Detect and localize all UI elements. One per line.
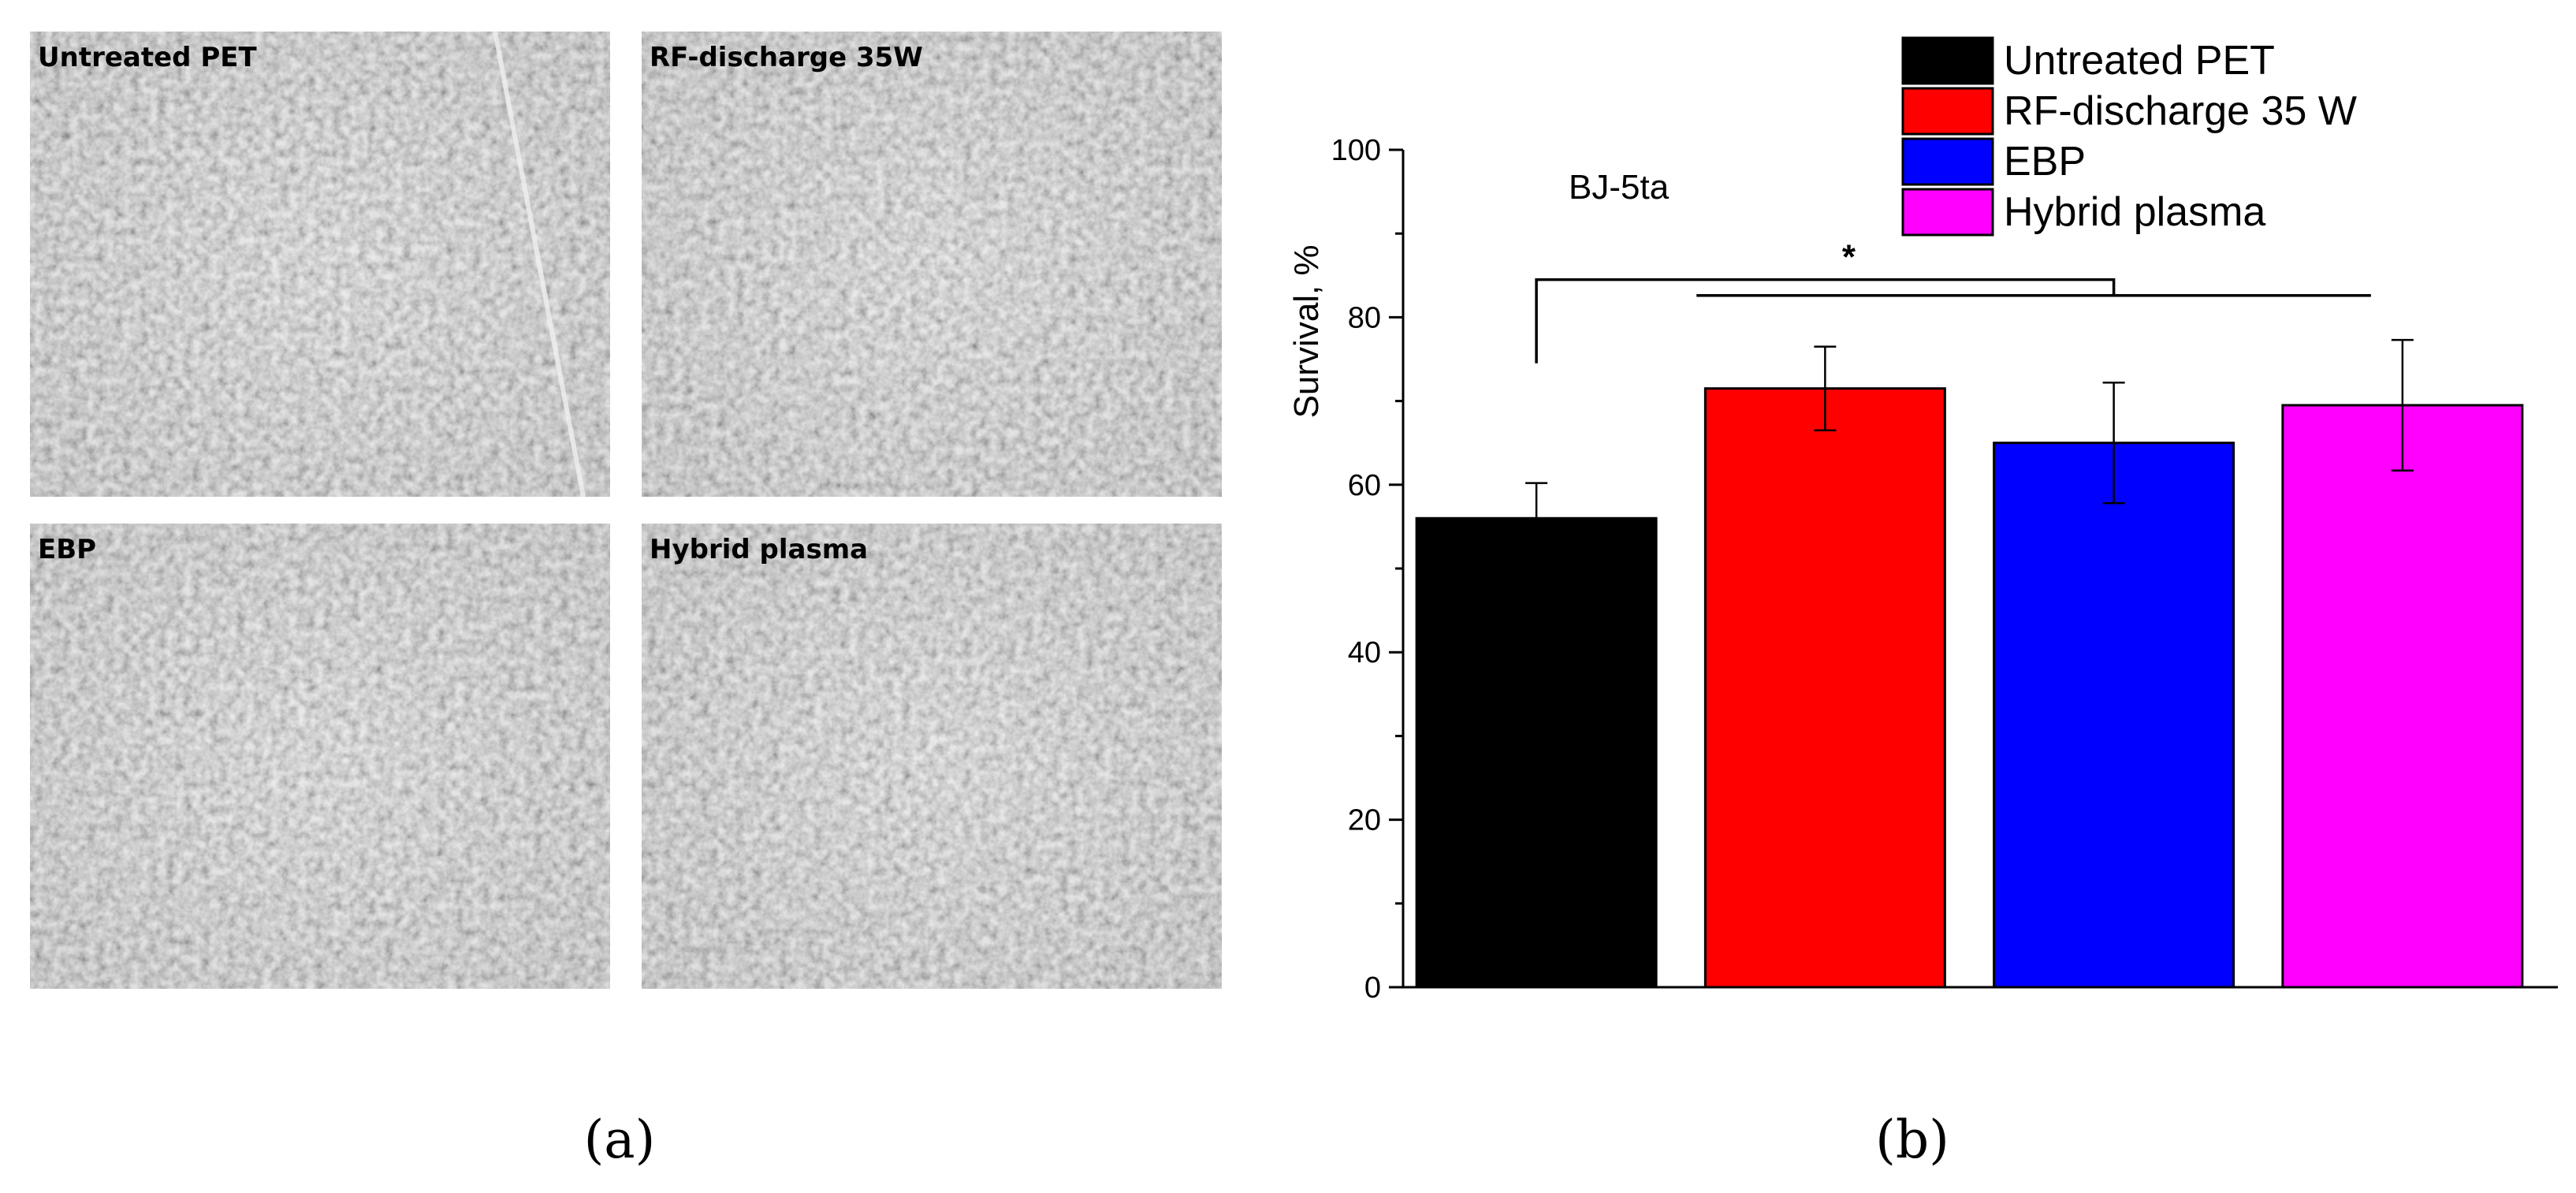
error-bar — [1814, 345, 1837, 432]
bar — [1703, 387, 1946, 989]
panel-label-b: (b) — [1875, 1109, 1949, 1170]
legend-entry: EBP — [1901, 137, 2086, 186]
y-axis-label: Survival, % — [1287, 244, 1326, 418]
y-tick-label: 0 — [1364, 971, 1381, 1005]
significance-star: * — [1842, 238, 1856, 277]
bar — [1993, 442, 2235, 989]
y-tick-label: 20 — [1348, 804, 1381, 837]
y-tick-label: 100 — [1331, 134, 1381, 167]
error-bar — [2102, 381, 2125, 505]
error-bar — [2391, 338, 2414, 472]
micrograph-ebp: EBP — [30, 524, 610, 989]
panel-label-a: (a) — [584, 1109, 656, 1170]
legend-entry: Untreated PET — [1901, 36, 2275, 85]
legend-swatch — [1901, 36, 1994, 85]
micrograph-label: EBP — [38, 534, 96, 565]
legend-entry: RF-discharge 35 W — [1901, 87, 2357, 136]
bars — [1415, 338, 2524, 989]
micrograph-hybrid-plasma: Hybrid plasma — [642, 524, 1222, 989]
micrograph-panel: Untreated PET RF-discharge 35W EBP Hybri… — [30, 31, 1222, 1170]
legend-label: Hybrid plasma — [2004, 189, 2265, 235]
bar-chart: 0 20 40 60 80 100 Survival, % BJ-5ta * Untrea… — [1287, 36, 2558, 1005]
cell-line-annotation: BJ-5ta — [1569, 168, 1670, 207]
bar — [2281, 404, 2524, 989]
legend-swatch — [1901, 188, 1994, 237]
legend-swatch — [1901, 87, 1994, 136]
legend-label: Untreated PET — [2004, 38, 2275, 84]
significance-brackets: * — [1535, 238, 2371, 363]
legend-swatch — [1901, 137, 1994, 186]
bar — [1415, 516, 1658, 989]
micrograph-label: RF-discharge 35W — [650, 42, 923, 73]
micrograph-label: Hybrid plasma — [650, 534, 868, 565]
legend-label: EBP — [2004, 139, 2086, 185]
bracket-upper — [1535, 278, 2116, 363]
micrograph-untreated: Untreated PET — [30, 31, 610, 498]
micrograph-label: Untreated PET — [38, 42, 257, 73]
y-tick-label: 40 — [1348, 636, 1381, 669]
y-tick-label: 60 — [1348, 469, 1381, 502]
micrograph-rf-discharge: RF-discharge 35W — [642, 32, 1222, 497]
y-tick-label: 80 — [1348, 301, 1381, 334]
legend-label: RF-discharge 35 W — [2004, 88, 2357, 134]
error-bar — [1525, 482, 1548, 555]
legend-entry: Hybrid plasma — [1901, 188, 2265, 237]
